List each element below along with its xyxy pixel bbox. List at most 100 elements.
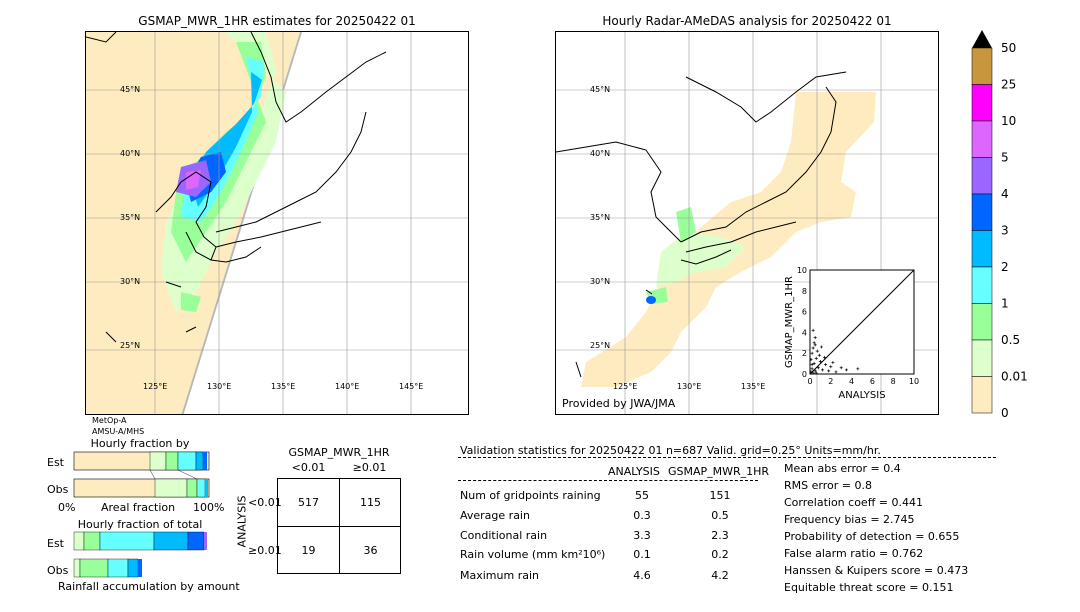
score-corr: Correlation coeff = 0.441 bbox=[784, 496, 923, 509]
left-map: 45°N 40°N 35°N 30°N 25°N 125°E 130°E 135… bbox=[85, 31, 469, 415]
scatter-ytick: 8 bbox=[802, 287, 807, 296]
contingency-side-label: ANALYSIS bbox=[235, 495, 249, 548]
scatter-ytick: 4 bbox=[802, 328, 807, 337]
stat-label: Maximum rain bbox=[460, 569, 539, 582]
right-lat-45: 45°N bbox=[590, 85, 611, 94]
right-lon-125: 125°E bbox=[613, 382, 638, 391]
colorbar-label: 5 bbox=[1001, 151, 1009, 165]
left-lon-140: 140°E bbox=[335, 382, 360, 391]
left-lat-30: 30°N bbox=[120, 277, 141, 286]
sensor-instrument: AMSU-A/MHS bbox=[92, 427, 145, 436]
scatter-point bbox=[824, 363, 828, 367]
contingency-a: 517 bbox=[298, 496, 319, 509]
scatter-point bbox=[814, 371, 818, 375]
stat-gsmap: 2.3 bbox=[711, 529, 729, 542]
left-lat-25: 25°N bbox=[120, 341, 141, 350]
scatter-ylabel: GSMAP_MWR_1HR bbox=[784, 276, 795, 368]
left-lon-145: 145°E bbox=[399, 382, 424, 391]
stat-analysis: 55 bbox=[635, 489, 649, 502]
sensor-name: MetOp-A bbox=[92, 416, 127, 425]
colorbar-box bbox=[971, 84, 993, 122]
colorbar-box bbox=[971, 376, 993, 414]
right-lat-30: 30°N bbox=[590, 277, 611, 286]
contingency-col-ge: ≥0.01 bbox=[352, 461, 387, 474]
right-lon-130: 130°E bbox=[677, 382, 702, 391]
left-lat-45: 45°N bbox=[120, 85, 141, 94]
scatter-point bbox=[812, 341, 816, 345]
scatter-point bbox=[809, 370, 813, 374]
contingency-d: 36 bbox=[363, 544, 378, 557]
right-lon-135: 135°E bbox=[741, 382, 766, 391]
stat-gsmap: 0.5 bbox=[711, 509, 729, 522]
colorbar-box bbox=[971, 193, 993, 231]
colorbar-label: 0.5 bbox=[1001, 333, 1020, 347]
scatter-point bbox=[812, 362, 816, 366]
scatter-point bbox=[814, 356, 818, 360]
scatter-point bbox=[815, 349, 819, 353]
score-far: False alarm ratio = 0.762 bbox=[784, 547, 924, 560]
scatter-xtick: 10 bbox=[909, 377, 919, 386]
left-map-canvas bbox=[86, 32, 468, 414]
stat-label: Rain volume (mm km²10⁶) bbox=[460, 548, 606, 561]
validation-header: Validation statistics for 20250422 01 n=… bbox=[460, 444, 881, 457]
occurrence-axis-mid: Areal fraction bbox=[101, 501, 176, 514]
left-lon-135: 135°E bbox=[271, 382, 296, 391]
colorbar-box bbox=[971, 157, 993, 195]
colorbar-label: 0.01 bbox=[1001, 370, 1028, 384]
stat-gsmap: 151 bbox=[709, 489, 731, 502]
scatter-ytick: 0 bbox=[802, 370, 807, 379]
stat-label: Conditional rain bbox=[460, 529, 548, 542]
colorbar-label: 10 bbox=[1001, 114, 1016, 128]
occurrence-bars bbox=[73, 451, 210, 498]
stat-analysis: 4.6 bbox=[633, 569, 651, 582]
scatter-xlabel: ANALYSIS bbox=[838, 390, 885, 401]
score-hk: Hanssen & Kuipers score = 0.473 bbox=[784, 564, 969, 577]
scatter-point bbox=[823, 355, 827, 359]
score-bias: Frequency bias = 2.745 bbox=[784, 513, 915, 526]
colorbar-box bbox=[971, 47, 993, 85]
scatter-point bbox=[811, 328, 815, 332]
scatter-point bbox=[811, 371, 815, 375]
scatter-point bbox=[810, 363, 814, 367]
scatter-point bbox=[827, 369, 831, 373]
scatter-point bbox=[839, 366, 843, 370]
scatter-point bbox=[818, 360, 822, 364]
scatter-plot: 00 2 2 4 4 6 6 8 8 10 10 ANALYSIS GSMAP_MWR_1HR bbox=[784, 266, 919, 401]
colorbar-label: 2 bbox=[1001, 260, 1009, 274]
scatter-point bbox=[816, 366, 820, 370]
colorbar-box bbox=[971, 230, 993, 268]
stat-gsmap: 0.2 bbox=[711, 548, 729, 561]
colorbar-label: 50 bbox=[1001, 41, 1016, 55]
left-lon-125: 125°E bbox=[143, 382, 168, 391]
scatter-point bbox=[834, 370, 838, 374]
stat-gsmap: 4.2 bbox=[711, 569, 729, 582]
contingency-row-ge: ≥0.01 bbox=[248, 544, 282, 557]
scatter-point bbox=[809, 357, 813, 361]
contingency-title: GSMAP_MWR_1HR bbox=[288, 446, 390, 459]
scatter-point bbox=[831, 361, 835, 365]
stat-label: Average rain bbox=[460, 509, 530, 522]
scatter-point bbox=[810, 351, 814, 355]
colorbar-box bbox=[971, 339, 993, 377]
total-rain-bars bbox=[73, 531, 207, 578]
occurrence-row-obs: Obs bbox=[47, 483, 69, 496]
contingency-grid: 517 115 19 36 bbox=[277, 478, 401, 574]
validation-col-gsmap: GSMAP_MWR_1HR bbox=[668, 465, 770, 478]
colorbar-box bbox=[971, 120, 993, 158]
score-pod: Probability of detection = 0.655 bbox=[784, 530, 960, 543]
scatter-point bbox=[813, 369, 817, 373]
scatter-xtick: 0 bbox=[807, 377, 812, 386]
total-rain-row-est: Est bbox=[47, 537, 64, 550]
colorbar-label: 4 bbox=[1001, 187, 1009, 201]
colorbar: 50 25 10 5 4 3 2 1 0.5 0.01 0 bbox=[971, 30, 1028, 420]
right-map-title: Hourly Radar-AMeDAS analysis for 2025042… bbox=[602, 14, 892, 28]
colorbar-box bbox=[971, 303, 993, 341]
score-rmse: RMS error = 0.8 bbox=[784, 479, 872, 492]
scatter-point bbox=[820, 368, 824, 372]
left-lat-40: 40°N bbox=[120, 149, 141, 158]
contingency-b: 115 bbox=[360, 496, 381, 509]
stat-analysis: 0.1 bbox=[633, 548, 651, 561]
score-ets: Equitable threat score = 0.151 bbox=[784, 581, 954, 594]
right-lat-25: 25°N bbox=[590, 341, 611, 350]
scatter-xtick: 6 bbox=[870, 377, 875, 386]
